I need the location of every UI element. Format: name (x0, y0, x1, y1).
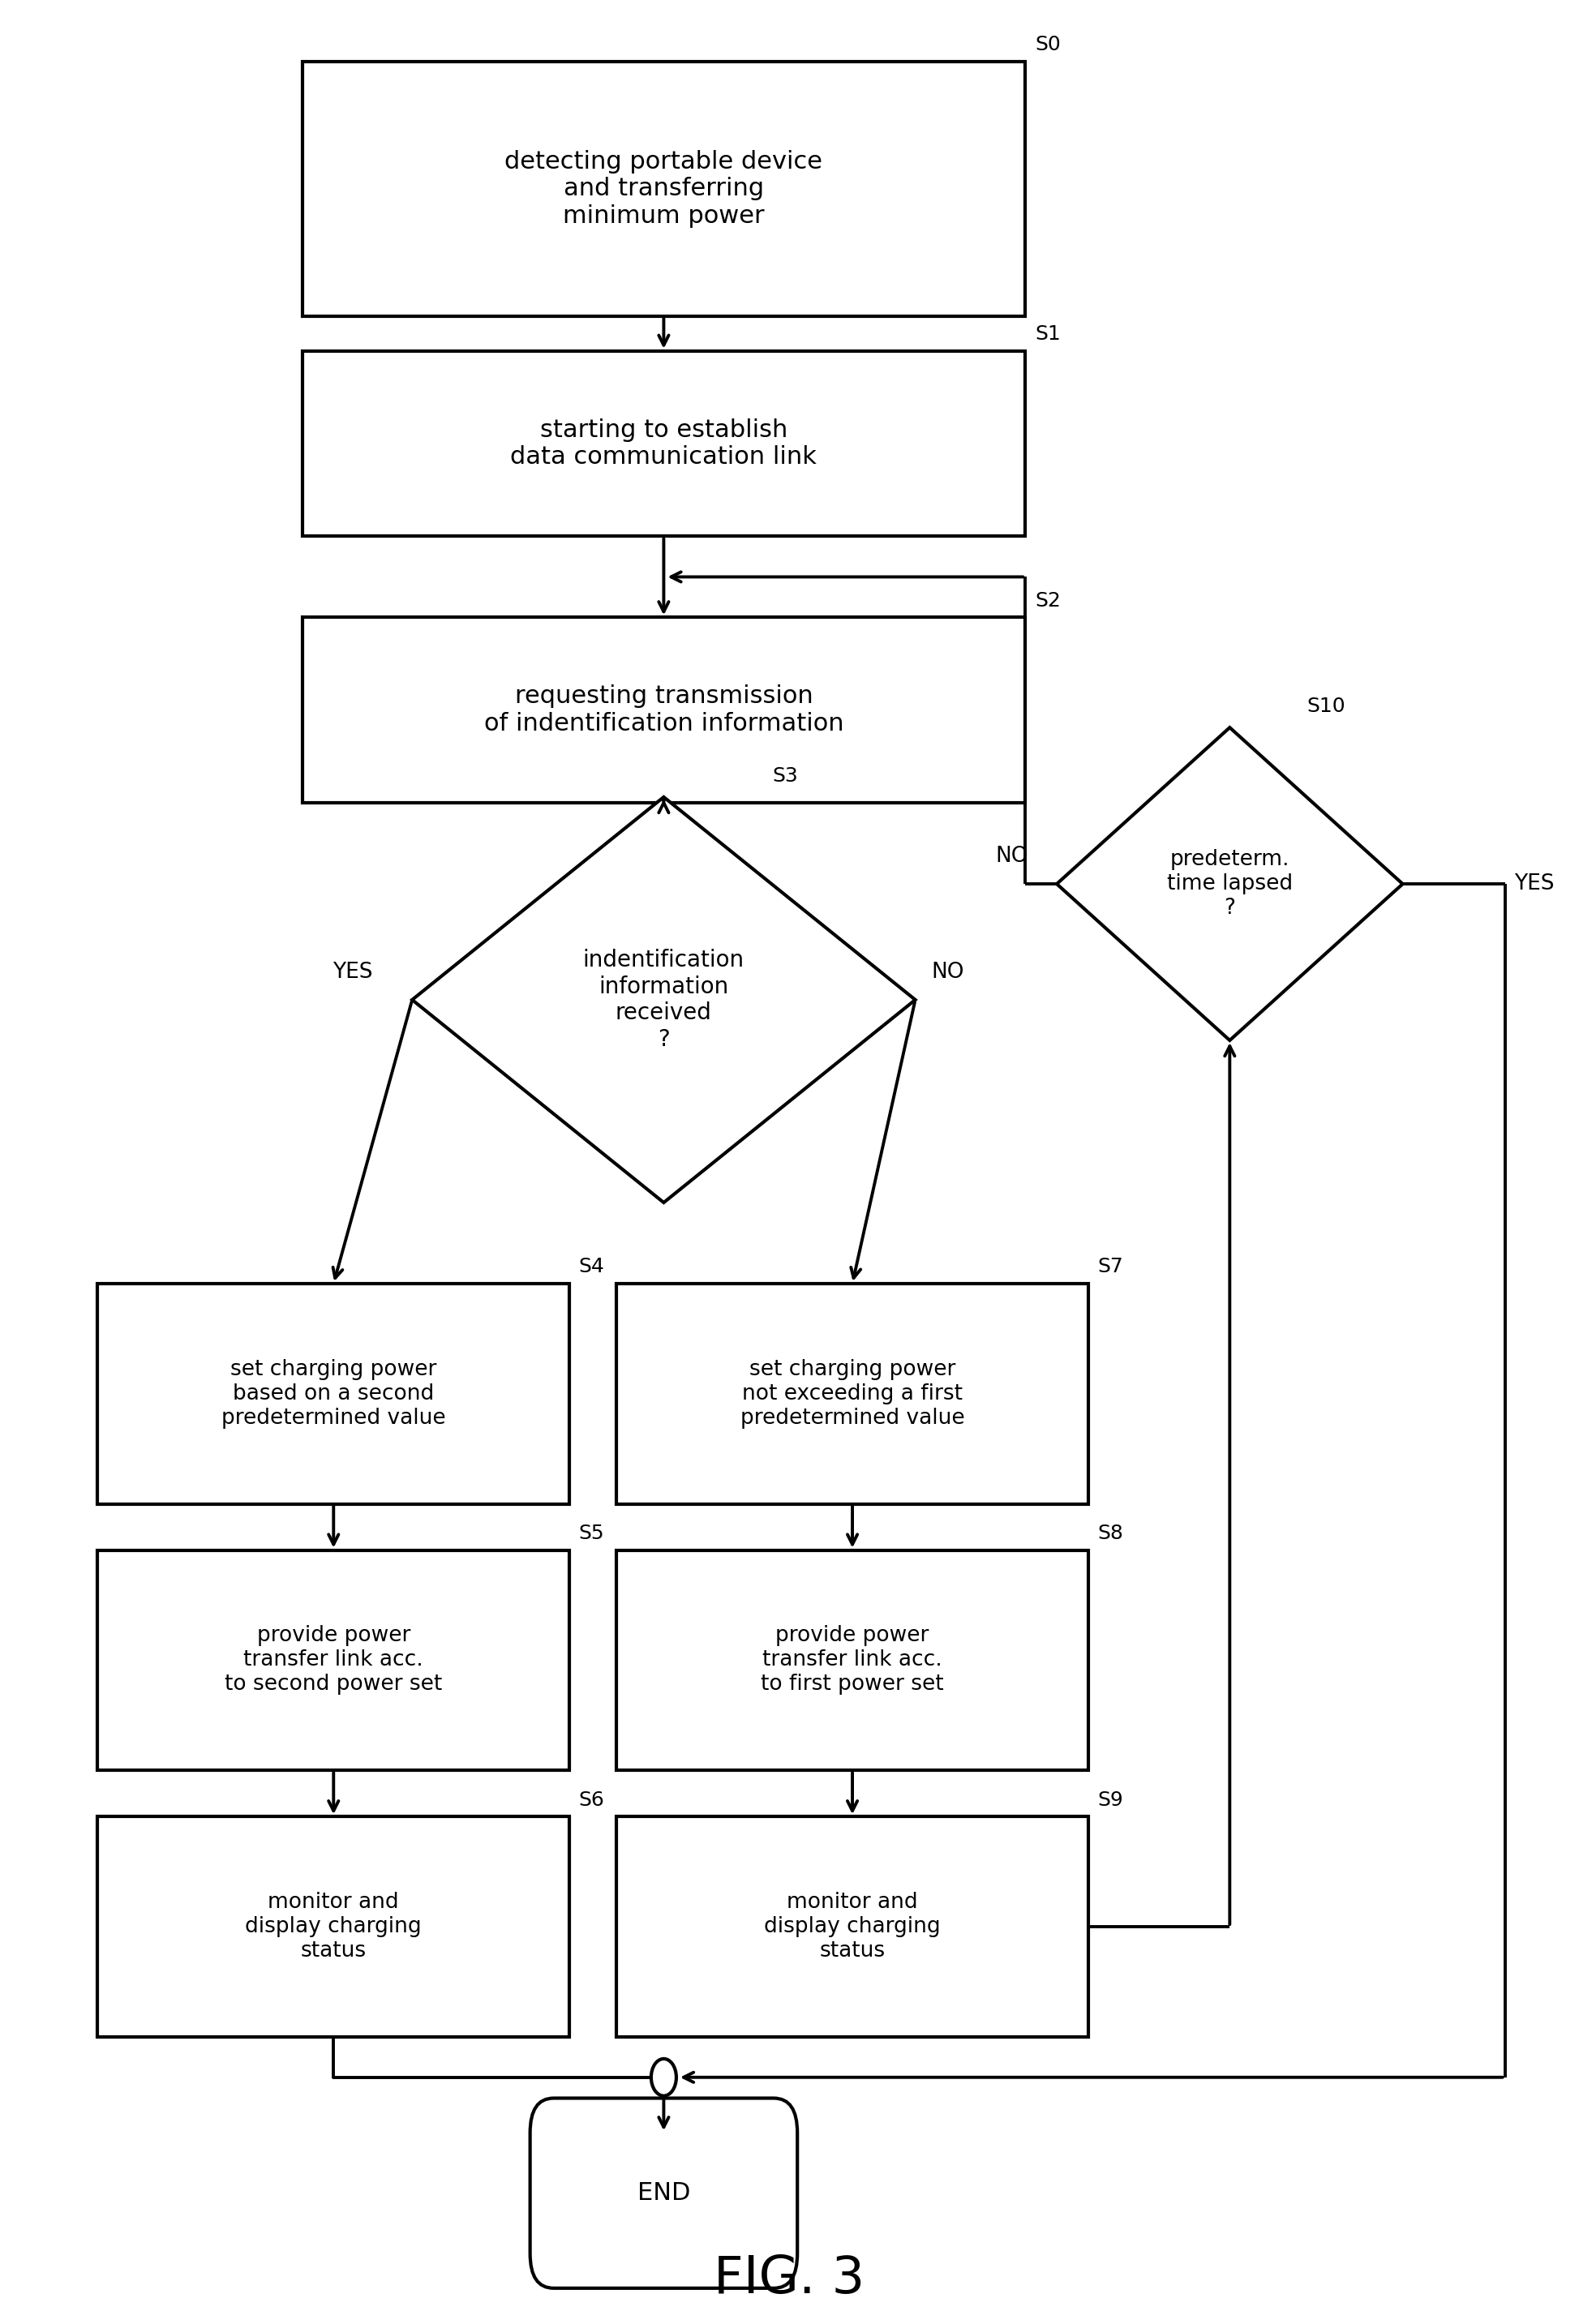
Text: S1: S1 (1034, 325, 1061, 344)
Text: NO: NO (932, 962, 963, 983)
Text: set charging power
based on a second
predetermined value: set charging power based on a second pre… (221, 1360, 445, 1429)
Text: YES: YES (1514, 874, 1554, 895)
Text: S0: S0 (1034, 35, 1061, 53)
Text: detecting portable device
and transferring
minimum power: detecting portable device and transferri… (505, 149, 823, 228)
FancyBboxPatch shape (98, 1550, 570, 1771)
Text: END: END (638, 2182, 690, 2205)
FancyBboxPatch shape (616, 1550, 1088, 1771)
Text: S3: S3 (772, 767, 797, 786)
FancyBboxPatch shape (302, 351, 1025, 537)
Text: FIG. 3: FIG. 3 (714, 2254, 865, 2303)
Text: S2: S2 (1034, 590, 1061, 611)
Text: S7: S7 (1097, 1257, 1123, 1276)
Text: S6: S6 (579, 1789, 605, 1810)
Text: indentification
information
received
?: indentification information received ? (583, 948, 744, 1050)
Text: set charging power
not exceeding a first
predetermined value: set charging power not exceeding a first… (741, 1360, 965, 1429)
Text: S5: S5 (579, 1525, 605, 1543)
Text: monitor and
display charging
status: monitor and display charging status (764, 1892, 941, 1961)
FancyBboxPatch shape (98, 1283, 570, 1504)
Text: YES: YES (333, 962, 373, 983)
FancyBboxPatch shape (616, 1817, 1088, 2036)
FancyBboxPatch shape (531, 2099, 797, 2289)
Text: S4: S4 (579, 1257, 605, 1276)
FancyBboxPatch shape (302, 60, 1025, 316)
FancyBboxPatch shape (98, 1817, 570, 2036)
Text: S8: S8 (1097, 1525, 1124, 1543)
Polygon shape (1056, 727, 1402, 1041)
Text: provide power
transfer link acc.
to first power set: provide power transfer link acc. to firs… (761, 1624, 944, 1694)
Polygon shape (412, 797, 916, 1202)
Text: starting to establish
data communication link: starting to establish data communication… (510, 418, 816, 469)
Text: S9: S9 (1097, 1789, 1123, 1810)
Text: predeterm.
time lapsed
?: predeterm. time lapsed ? (1167, 848, 1293, 918)
Text: requesting transmission
of indentification information: requesting transmission of indentificati… (483, 686, 843, 734)
FancyBboxPatch shape (616, 1283, 1088, 1504)
Text: S10: S10 (1307, 697, 1345, 716)
FancyBboxPatch shape (302, 618, 1025, 802)
Text: monitor and
display charging
status: monitor and display charging status (245, 1892, 422, 1961)
Text: provide power
transfer link acc.
to second power set: provide power transfer link acc. to seco… (224, 1624, 442, 1694)
Text: NO: NO (996, 846, 1028, 867)
